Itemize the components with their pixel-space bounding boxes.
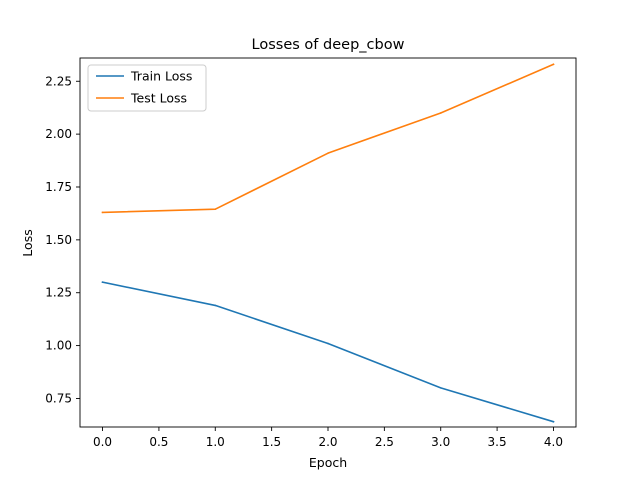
- data-point: [101, 211, 104, 214]
- plot-area: [80, 58, 576, 427]
- x-tick-label: 2.5: [375, 435, 394, 449]
- y-tick-label: 2.00: [45, 127, 72, 141]
- legend: Train Loss Test Loss: [87, 64, 207, 112]
- y-axis-ticks: 0.75 1.00 1.25 1.50 1.75 2.00 2.25: [45, 74, 80, 405]
- y-axis-label: Loss: [20, 229, 35, 256]
- x-tick-label: 2.0: [318, 435, 337, 449]
- series-layer: [101, 63, 555, 423]
- x-axis-label: Epoch: [309, 455, 347, 470]
- chart-title: Losses of deep_cbow: [252, 37, 405, 53]
- plot-frame: [80, 58, 576, 427]
- data-point: [552, 63, 555, 66]
- y-tick-label: 1.50: [45, 233, 72, 247]
- legend-label: Train Loss: [130, 69, 192, 84]
- x-tick-label: 1.0: [206, 435, 225, 449]
- data-point: [214, 304, 217, 307]
- y-tick-label: 1.75: [45, 180, 72, 194]
- plot-border: [79, 57, 577, 428]
- data-point: [327, 152, 329, 154]
- x-tick-label: 0.5: [149, 435, 168, 449]
- x-axis-ticks: 0.0 0.5 1.0 1.5 2.0 2.5 3.0 3.5 4.0: [93, 427, 563, 449]
- data-point: [439, 112, 442, 114]
- y-tick-label: 2.25: [45, 74, 72, 88]
- legend-label: Test Loss: [130, 91, 187, 106]
- data-point: [552, 420, 555, 423]
- y-tick-label: 1.00: [45, 339, 72, 353]
- data-point: [101, 281, 104, 283]
- x-tick-label: 0.0: [93, 435, 112, 449]
- y-tick-label: 0.75: [45, 391, 72, 405]
- x-tick-label: 1.5: [262, 435, 281, 449]
- x-tick-label: 3.5: [488, 435, 507, 449]
- x-tick-label: 3.0: [431, 435, 450, 449]
- data-point: [214, 208, 217, 210]
- data-point: [327, 342, 329, 345]
- data-point: [439, 387, 442, 389]
- x-tick-label: 4.0: [544, 435, 563, 449]
- y-tick-label: 1.25: [45, 286, 72, 300]
